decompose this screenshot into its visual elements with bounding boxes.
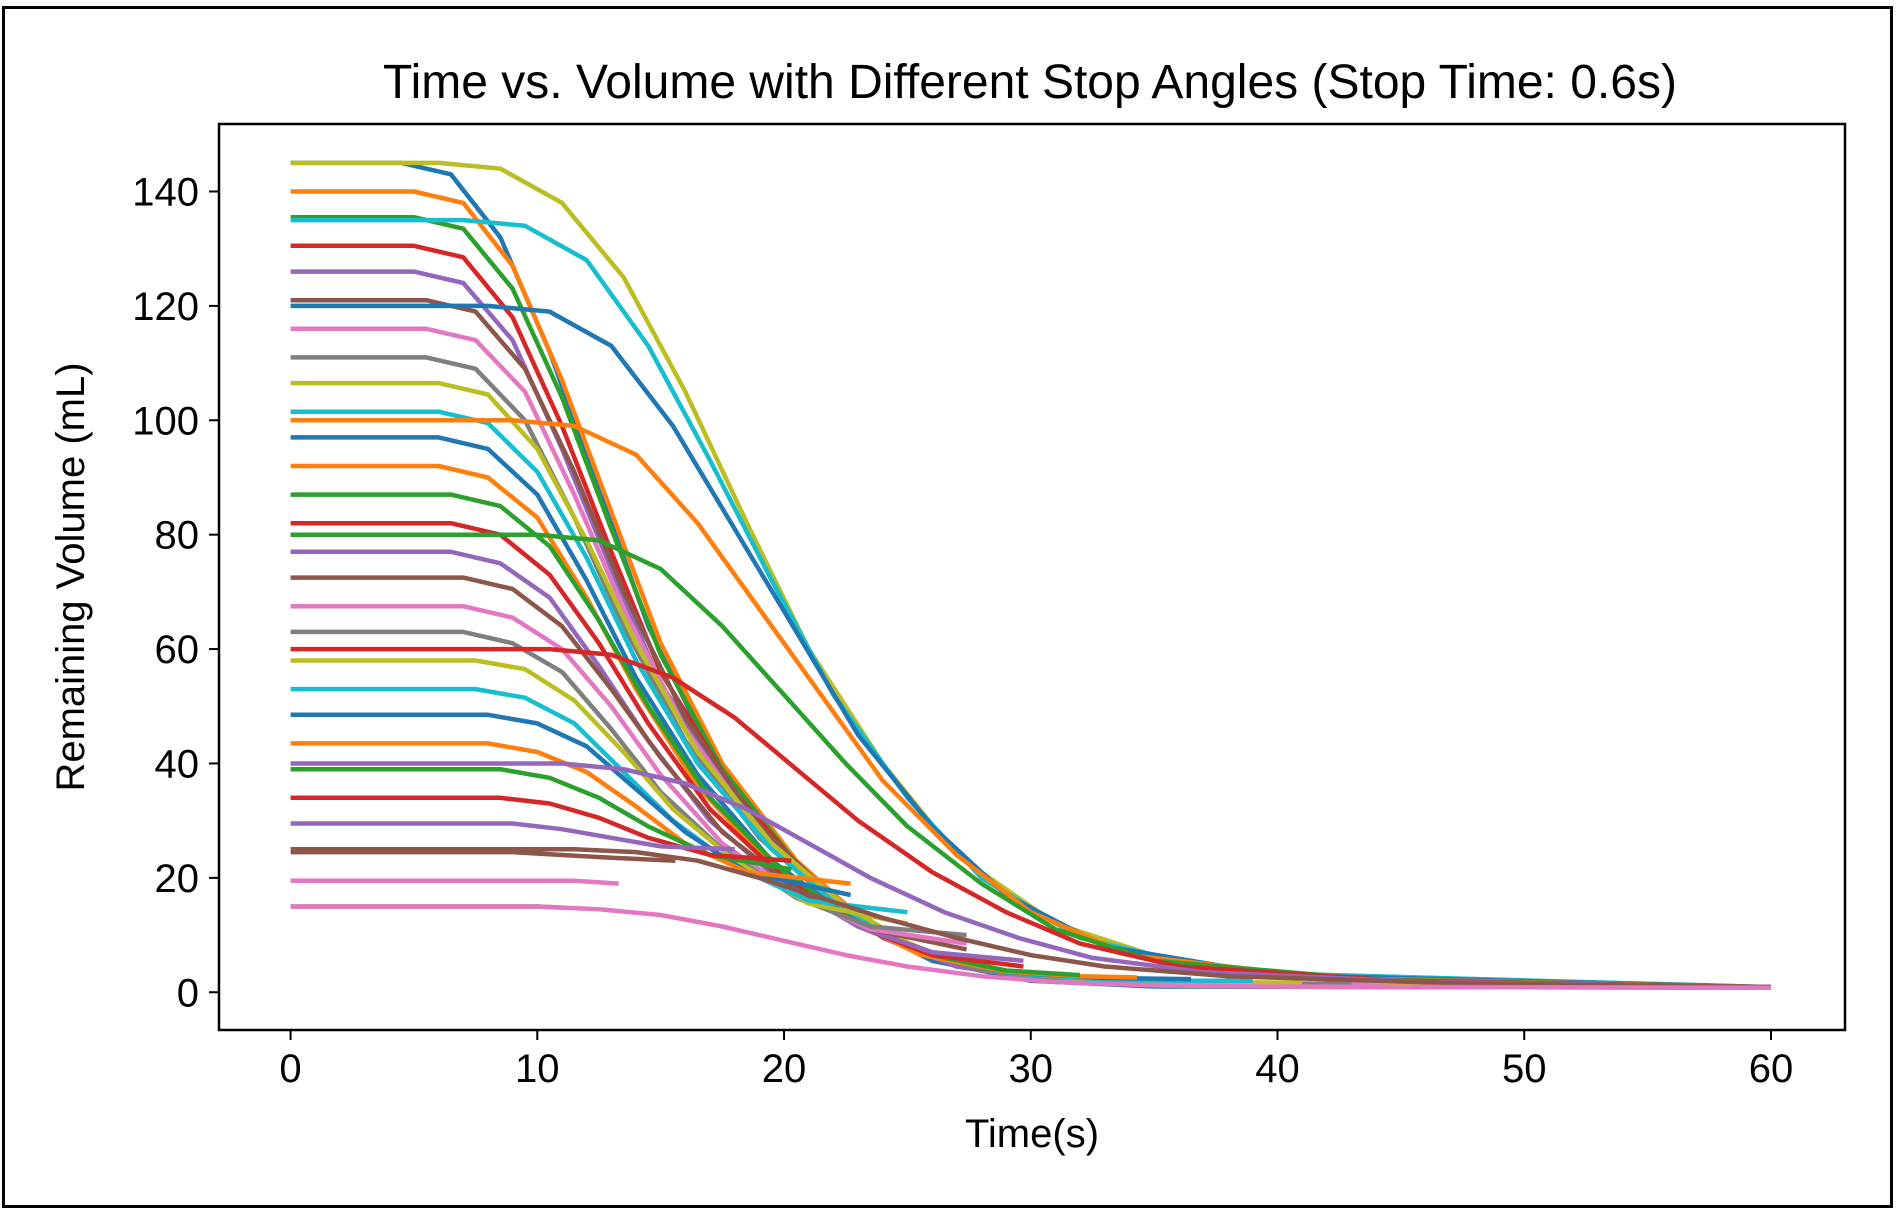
series-line <box>290 409 1253 984</box>
series-line <box>290 326 1426 987</box>
y-tick-label: 60 <box>155 628 200 672</box>
series-line <box>290 243 1599 989</box>
series-line <box>290 646 1772 990</box>
x-axis: 0 10 20 30 40 50 60 <box>279 1030 1793 1091</box>
series-line <box>290 217 1772 990</box>
series-line <box>290 686 908 915</box>
y-axis: 0 20 40 60 80 100 120 140 <box>132 170 219 1015</box>
x-tick-label: 60 <box>1749 1047 1794 1091</box>
series-line <box>290 418 1772 990</box>
y-tick-label: 20 <box>155 857 200 901</box>
y-tick-label: 140 <box>132 170 199 214</box>
series-line <box>290 849 676 863</box>
y-tick-label: 0 <box>177 971 199 1015</box>
x-tick-label: 40 <box>1255 1047 1300 1091</box>
series-lines <box>290 160 1772 990</box>
x-tick-label: 0 <box>279 1047 301 1091</box>
x-tick-label: 10 <box>515 1047 560 1091</box>
plot-area <box>217 122 1847 1032</box>
series-line <box>290 741 851 886</box>
x-tick-label: 20 <box>762 1047 807 1091</box>
series-line <box>290 821 735 852</box>
series-line <box>290 795 792 863</box>
series-line <box>290 532 1772 990</box>
x-tick-label: 50 <box>1502 1047 1547 1091</box>
x-tick-label: 30 <box>1009 1047 1054 1091</box>
chart-title: Time vs. Volume with Different Stop Angl… <box>383 56 1677 109</box>
series-line <box>290 492 1081 978</box>
series-line <box>290 629 967 938</box>
series-line <box>290 904 1772 990</box>
y-tick-label: 120 <box>132 285 199 329</box>
y-axis-label: Remaining Volume (mL) <box>49 362 93 791</box>
y-tick-label: 100 <box>132 399 199 443</box>
y-tick-label: 80 <box>155 514 200 558</box>
x-axis-label: Time(s) <box>965 1112 1099 1156</box>
y-tick-label: 40 <box>155 742 200 786</box>
series-line <box>290 847 1772 990</box>
series-line <box>290 878 619 886</box>
